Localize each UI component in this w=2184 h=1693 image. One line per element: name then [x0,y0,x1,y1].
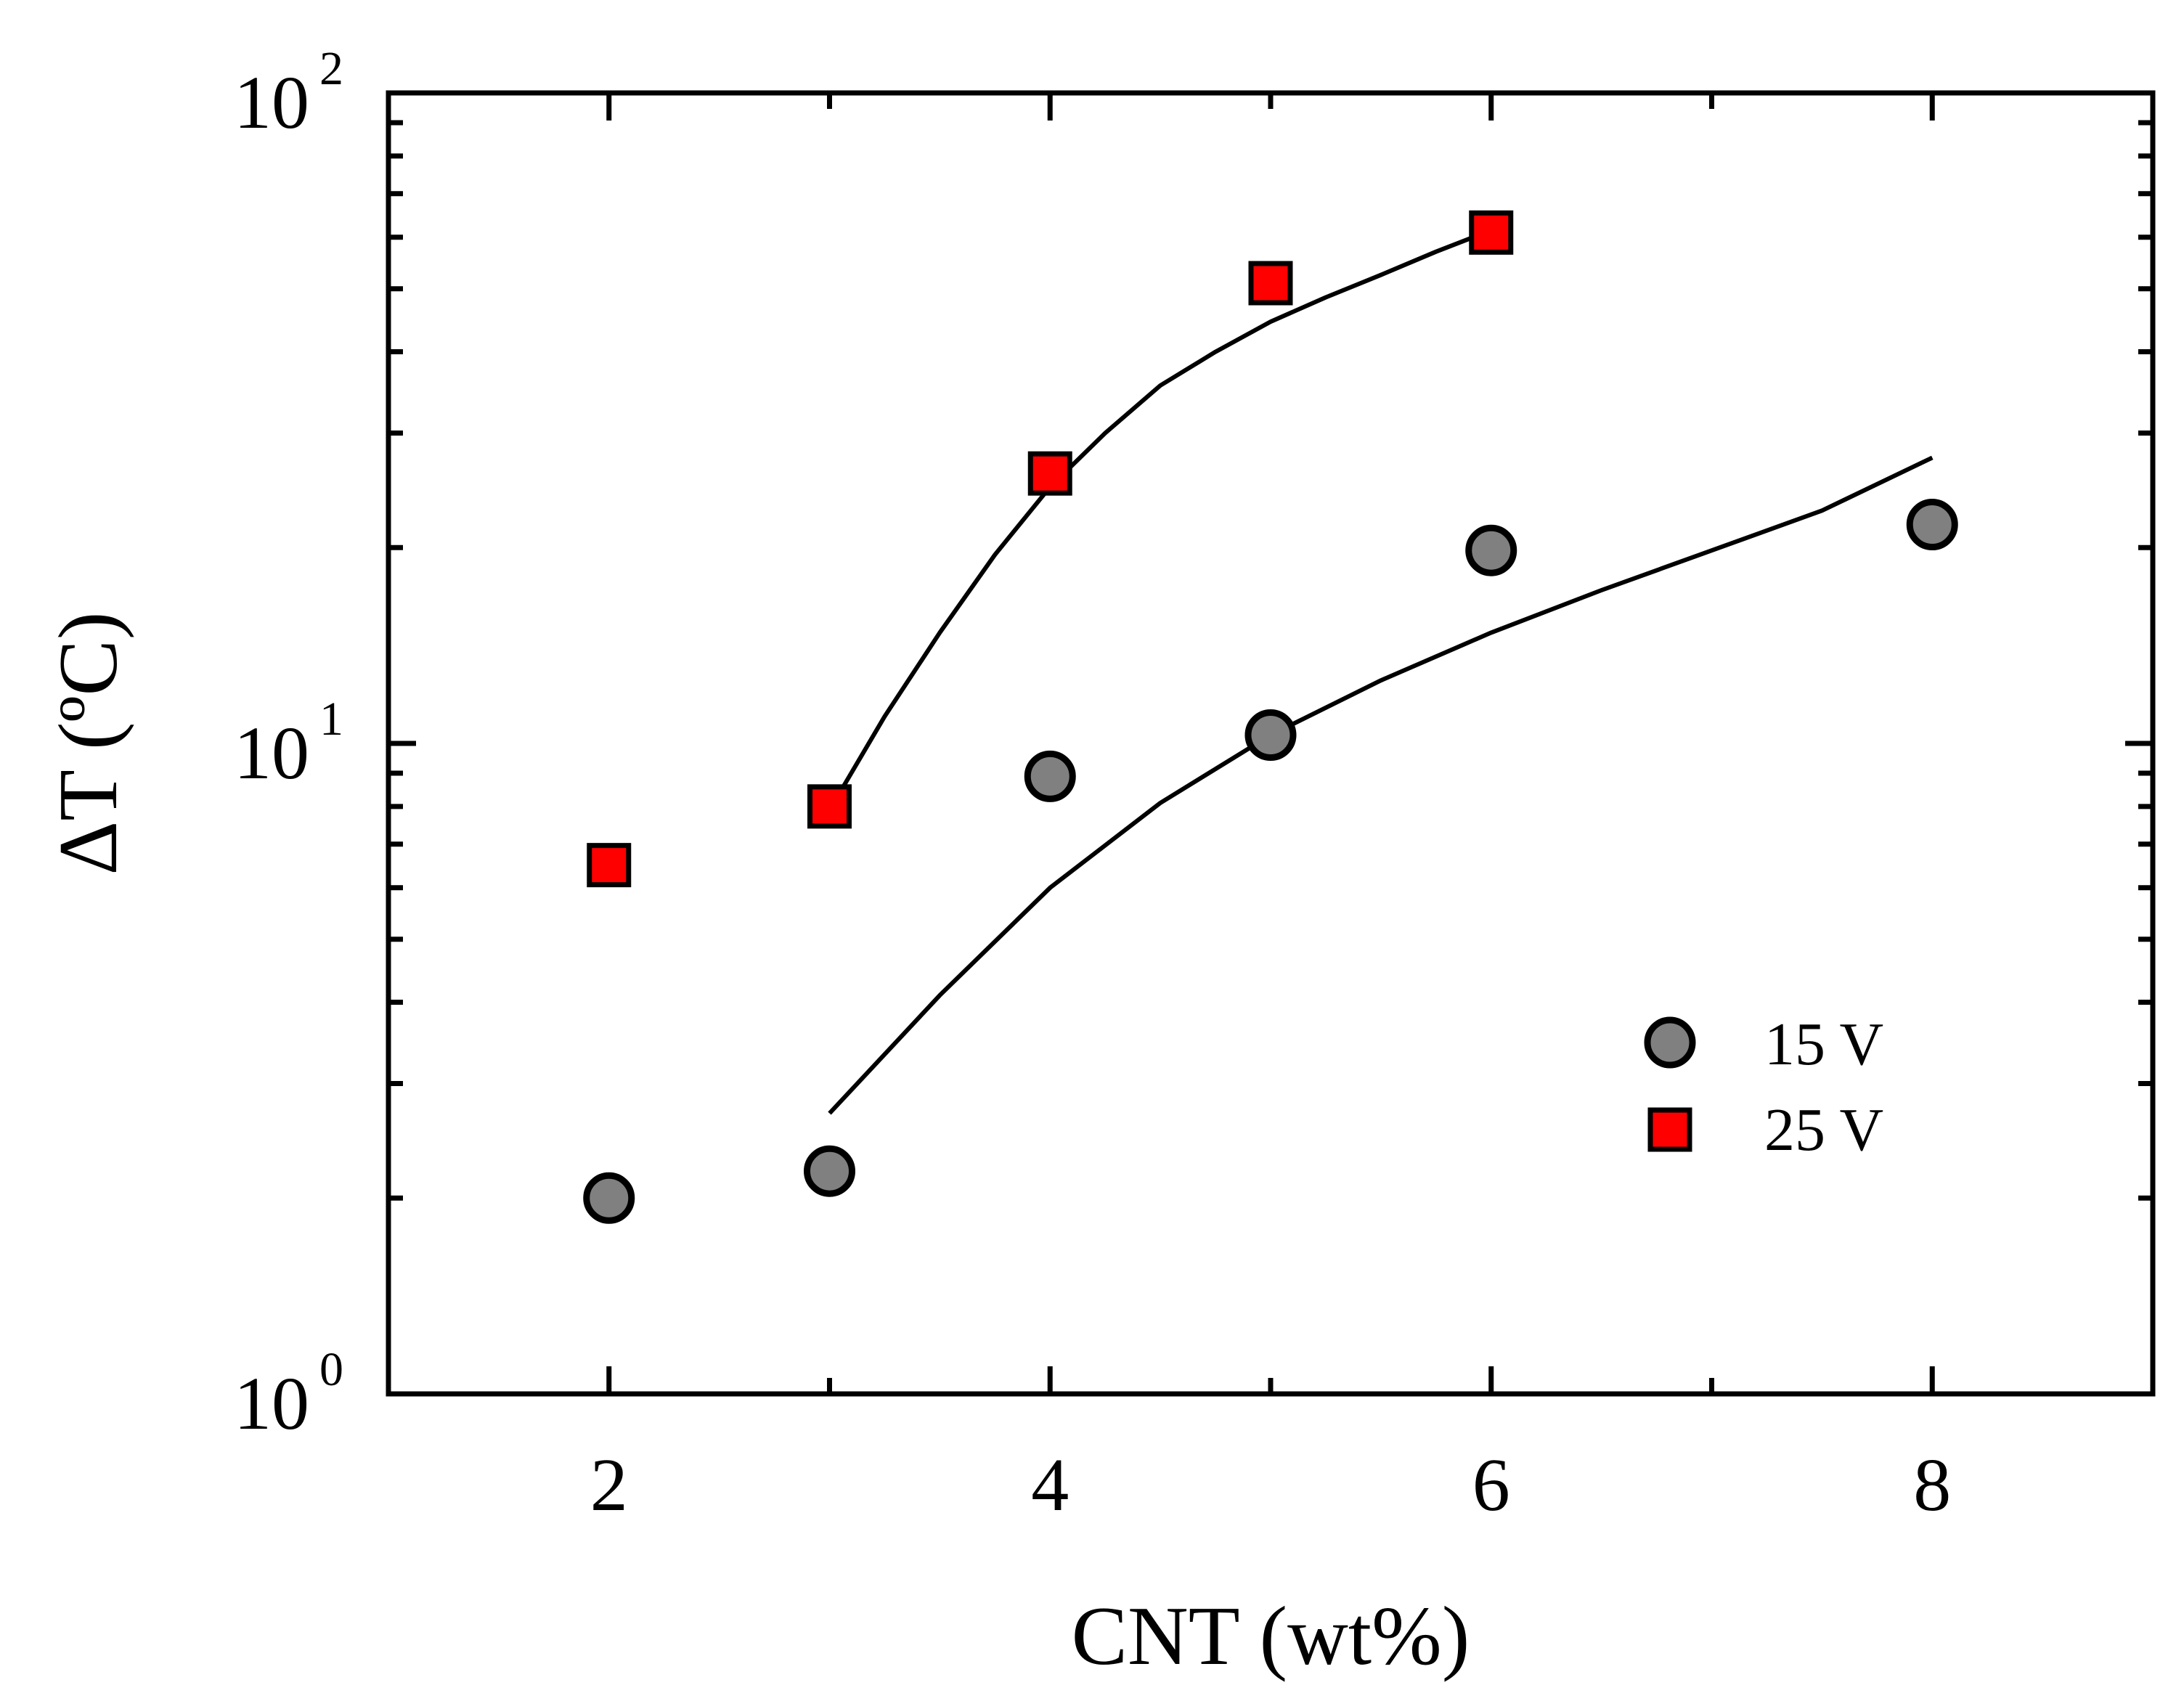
axis-ticks [386,93,2153,1394]
point-15v [1024,750,1076,802]
y-tick-label-exponent: 0 [319,1343,343,1396]
point-15v [1906,499,1958,551]
legend-marker-15v [1644,1016,1696,1069]
x-tick-label: 6 [1472,1443,1510,1527]
point-15v [1465,524,1517,576]
legend-label-15v: 15 V [1764,1011,1883,1078]
legend-marker-25v [1647,1107,1692,1152]
point-25v [1027,451,1072,496]
y-tick-label-base: 10 [234,1362,309,1445]
x-tick-label: 2 [590,1443,628,1527]
x-tick-label: 4 [1031,1443,1069,1527]
y-tick-label-exponent: 2 [319,42,343,95]
y-tick-label-base: 10 [234,61,309,144]
x-tick-labels: 2 4 6 8 [590,1443,1952,1527]
y-tick-label-exponent: 1 [319,693,343,746]
fit-line-25v [827,228,1492,812]
point-25v [587,843,632,888]
point-15v [1244,709,1297,761]
legend-label-25v: 25 V [1764,1096,1883,1164]
x-tick-label: 8 [1913,1443,1951,1527]
point-15v [583,1172,635,1224]
point-25v [807,784,852,829]
legend: 15 V 25 V [1644,1011,1883,1164]
y-tick-label-base: 10 [234,711,309,795]
point-25v [1469,210,1514,255]
fit-curves [827,228,1934,1115]
x-axis-title: CNT (wt%) [1072,1590,1470,1683]
point-25v [1248,261,1293,306]
point-15v [804,1145,855,1197]
data-points [583,210,1958,1224]
y-axis-title: ΔT (ºC) [42,612,135,876]
fit-line-15v [828,455,1934,1115]
